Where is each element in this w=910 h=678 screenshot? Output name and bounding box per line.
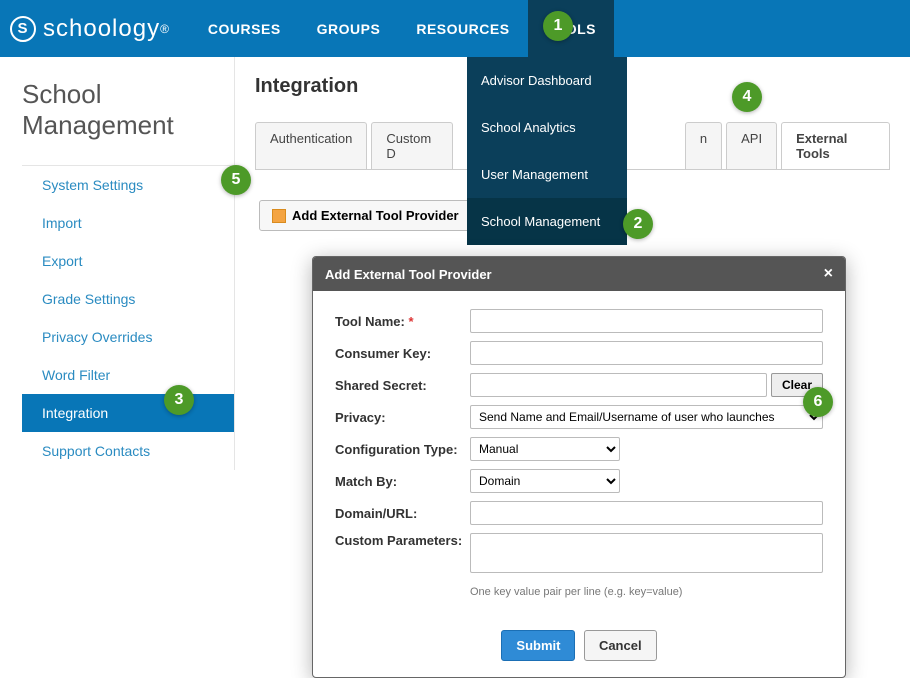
step-badge-4: 4 xyxy=(732,82,762,112)
domain-url-input[interactable] xyxy=(470,501,823,525)
sidebar-item-grade-settings[interactable]: Grade Settings xyxy=(22,280,234,318)
step-badge-2: 2 xyxy=(623,209,653,239)
modal-body: Tool Name: * Consumer Key: Shared Secret… xyxy=(313,291,845,620)
sidebar-item-system-settings[interactable]: System Settings xyxy=(22,166,234,204)
submit-button[interactable]: Submit xyxy=(501,630,575,661)
sidebar-item-import[interactable]: Import xyxy=(22,204,234,242)
match-by-select[interactable]: Domain xyxy=(470,469,620,493)
sidebar-items: System Settings Import Export Grade Sett… xyxy=(22,165,234,470)
label-tool-name: Tool Name: * xyxy=(335,314,470,329)
config-type-select[interactable]: Manual xyxy=(470,437,620,461)
sidebar-item-export[interactable]: Export xyxy=(22,242,234,280)
add-external-tool-button[interactable]: Add External Tool Provider xyxy=(259,200,472,231)
tool-name-input[interactable] xyxy=(470,309,823,333)
tab-api[interactable]: API xyxy=(726,122,777,169)
nav-courses[interactable]: COURSES xyxy=(190,0,299,57)
cancel-button[interactable]: Cancel xyxy=(584,630,657,661)
step-badge-5: 5 xyxy=(221,165,251,195)
label-custom-params: Custom Parameters: xyxy=(335,533,470,548)
nav-groups[interactable]: GROUPS xyxy=(299,0,399,57)
tab-custom[interactable]: Custom D xyxy=(371,122,452,169)
dd-advisor-dashboard[interactable]: Advisor Dashboard xyxy=(467,57,627,104)
sidebar-item-integration[interactable]: Integration xyxy=(22,394,234,432)
tab-authentication[interactable]: Authentication xyxy=(255,122,367,169)
sidebar-item-word-filter[interactable]: Word Filter xyxy=(22,356,234,394)
dd-user-management[interactable]: User Management xyxy=(467,151,627,198)
modal-header: Add External Tool Provider × xyxy=(313,257,845,291)
sidebar: School Management System Settings Import… xyxy=(0,57,234,470)
shared-secret-input[interactable] xyxy=(470,373,767,397)
add-external-tool-modal: Add External Tool Provider × Tool Name: … xyxy=(312,256,846,678)
logo[interactable]: S schoology® xyxy=(10,15,190,43)
nav-resources[interactable]: RESOURCES xyxy=(398,0,527,57)
label-shared-secret: Shared Secret: xyxy=(335,378,470,393)
top-navbar: S schoology® COURSES GROUPS RESOURCES TO… xyxy=(0,0,910,57)
logo-icon: S xyxy=(10,16,36,42)
custom-parameters-textarea[interactable] xyxy=(470,533,823,573)
label-config-type: Configuration Type: xyxy=(335,442,470,457)
tab-external-tools[interactable]: External Tools xyxy=(781,122,890,169)
step-badge-3: 3 xyxy=(164,385,194,415)
tools-dropdown: Advisor Dashboard School Analytics User … xyxy=(467,57,627,245)
step-badge-1: 1 xyxy=(543,11,573,41)
sidebar-item-privacy-overrides[interactable]: Privacy Overrides xyxy=(22,318,234,356)
step-badge-6: 6 xyxy=(803,387,833,417)
modal-footer: Submit Cancel xyxy=(313,620,845,677)
label-domain-url: Domain/URL: xyxy=(335,506,470,521)
label-consumer-key: Consumer Key: xyxy=(335,346,470,361)
consumer-key-input[interactable] xyxy=(470,341,823,365)
custom-params-hint: One key value pair per line (e.g. key=va… xyxy=(470,586,823,598)
add-ext-label: Add External Tool Provider xyxy=(292,208,459,223)
tab-hidden-n[interactable]: n xyxy=(685,122,722,169)
label-privacy: Privacy: xyxy=(335,410,470,425)
page-title: School Management xyxy=(22,79,234,141)
dd-school-management[interactable]: School Management xyxy=(467,198,627,245)
close-icon[interactable]: × xyxy=(824,265,833,283)
sidebar-item-support-contacts[interactable]: Support Contacts xyxy=(22,432,234,470)
plus-icon xyxy=(272,209,286,223)
label-match-by: Match By: xyxy=(335,474,470,489)
dd-school-analytics[interactable]: School Analytics xyxy=(467,104,627,151)
privacy-select[interactable]: Send Name and Email/Username of user who… xyxy=(470,405,823,429)
modal-title: Add External Tool Provider xyxy=(325,267,492,282)
brand-text: schoology xyxy=(43,15,160,43)
